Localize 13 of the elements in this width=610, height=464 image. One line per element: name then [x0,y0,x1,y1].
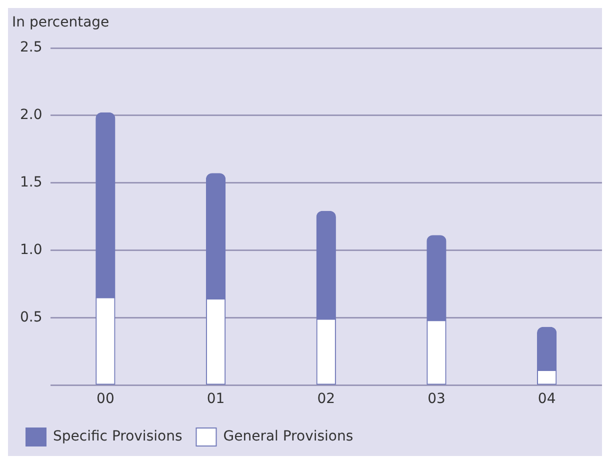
y-axis-title: In percentage [12,14,110,31]
y-tick-label: 1.5 [20,174,42,191]
x-tick-label: 02 [317,391,336,408]
y-tick-label: 2.5 [20,40,42,56]
x-tick-label: 04 [538,391,556,408]
legend-label: General Provisions [223,428,354,445]
x-tick-label: 00 [96,391,114,408]
legend-label: Specific Provisions [53,428,182,445]
y-tick-label: 0.5 [20,309,42,326]
y-tick-label: 2.0 [20,107,42,124]
x-tick-label: 01 [206,391,225,408]
y-tick-label: 1.0 [20,242,42,258]
x-tick-label: 03 [428,391,446,408]
